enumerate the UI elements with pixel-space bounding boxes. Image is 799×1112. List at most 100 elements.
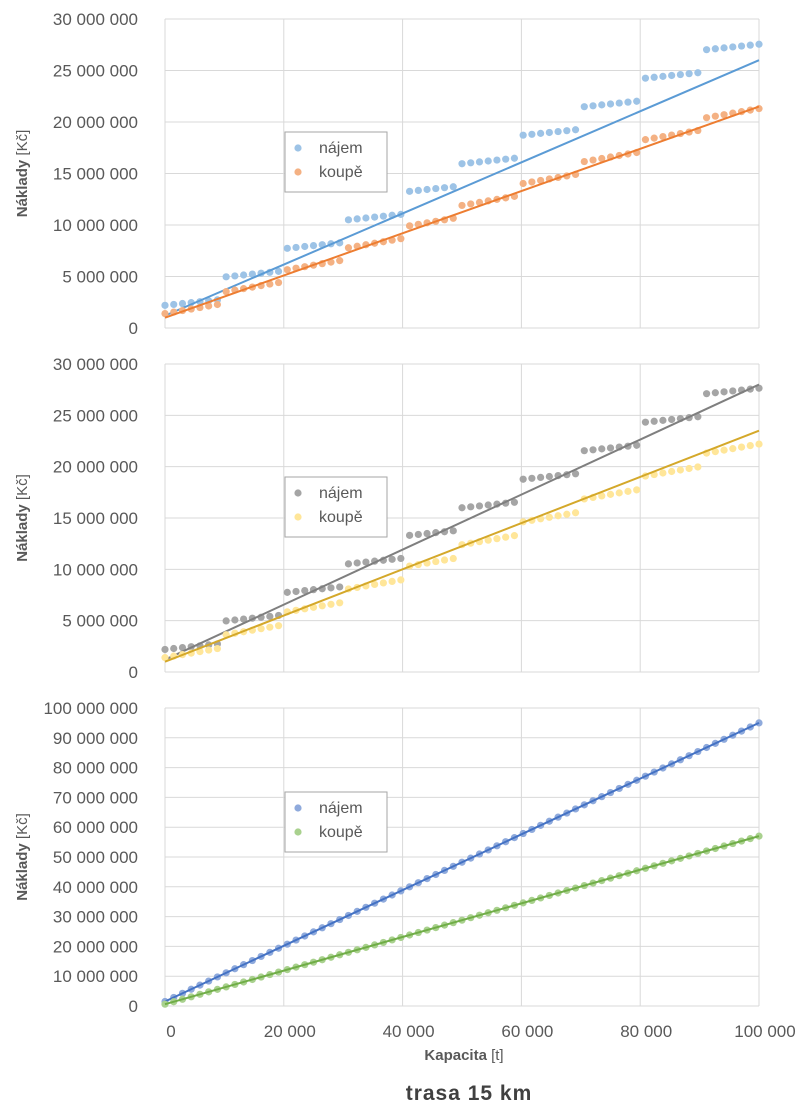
data-point bbox=[720, 388, 728, 396]
data-point bbox=[598, 154, 606, 163]
y-tick-label: 30 000 000 bbox=[53, 908, 138, 927]
legend-label: nájem bbox=[319, 800, 363, 817]
data-point bbox=[650, 417, 658, 425]
data-point bbox=[170, 644, 178, 653]
data-point bbox=[213, 644, 222, 653]
data-point bbox=[440, 184, 449, 192]
data-point bbox=[598, 101, 606, 109]
data-point bbox=[685, 70, 693, 78]
legend-label: nájem bbox=[319, 140, 363, 157]
data-point bbox=[668, 415, 676, 424]
data-point bbox=[746, 441, 754, 450]
legend-box bbox=[284, 791, 388, 853]
legend-box bbox=[284, 476, 388, 538]
data-point bbox=[554, 512, 562, 520]
data-point bbox=[545, 128, 553, 137]
data-point bbox=[676, 70, 684, 79]
data-point bbox=[161, 301, 169, 309]
data-point bbox=[641, 136, 650, 144]
trend-line bbox=[164, 105, 760, 319]
data-point bbox=[362, 558, 370, 566]
data-point bbox=[161, 645, 169, 654]
data-point bbox=[563, 510, 571, 518]
data-point bbox=[362, 214, 370, 222]
data-point bbox=[240, 615, 248, 623]
data-point bbox=[231, 616, 239, 624]
data-point bbox=[694, 69, 702, 77]
data-point bbox=[729, 387, 737, 395]
y-tick-label: 25 000 000 bbox=[53, 62, 138, 81]
data-point bbox=[309, 242, 318, 250]
data-point bbox=[659, 72, 667, 80]
legend-marker bbox=[294, 804, 302, 812]
data-point bbox=[571, 126, 580, 134]
y-tick-label: 80 000 000 bbox=[53, 759, 138, 778]
legend-label: nájem bbox=[319, 485, 363, 502]
data-point bbox=[502, 155, 510, 163]
data-point bbox=[336, 257, 344, 265]
series-0 bbox=[161, 719, 763, 1006]
data-point bbox=[537, 473, 545, 482]
data-point bbox=[205, 646, 213, 654]
data-point bbox=[545, 472, 553, 481]
data-point bbox=[397, 554, 405, 563]
data-point bbox=[274, 267, 283, 275]
data-point bbox=[432, 557, 440, 566]
data-point bbox=[318, 602, 326, 610]
y-tick-label: 25 000 000 bbox=[53, 406, 138, 425]
series-0 bbox=[161, 383, 763, 661]
data-point bbox=[720, 446, 728, 454]
data-point bbox=[301, 586, 309, 595]
data-point bbox=[388, 555, 396, 563]
trend-line bbox=[164, 59, 760, 317]
data-point bbox=[371, 213, 379, 221]
y-tick-label: 90 000 000 bbox=[53, 729, 138, 748]
data-point bbox=[702, 390, 711, 398]
data-point bbox=[711, 389, 719, 397]
data-point bbox=[467, 503, 475, 511]
data-point bbox=[746, 41, 754, 49]
legend-label: koupě bbox=[319, 509, 363, 526]
data-point bbox=[161, 1000, 169, 1008]
data-point bbox=[755, 105, 763, 113]
data-point bbox=[659, 469, 667, 477]
data-point bbox=[327, 600, 335, 608]
data-point bbox=[257, 625, 265, 633]
trend-line bbox=[164, 383, 760, 661]
data-point bbox=[720, 44, 728, 52]
legend-label: koupě bbox=[319, 164, 363, 181]
data-point bbox=[475, 198, 484, 207]
data-point bbox=[676, 466, 684, 474]
y-axis-title: Náklady [Kč] bbox=[14, 813, 31, 901]
data-point bbox=[222, 617, 230, 625]
data-point bbox=[510, 154, 519, 162]
data-point bbox=[571, 470, 580, 478]
x-axis-label: Kapacita [t] bbox=[424, 1047, 503, 1064]
data-point bbox=[161, 309, 169, 318]
data-point bbox=[353, 559, 361, 567]
data-point bbox=[702, 46, 711, 54]
y-tick-label: 10 000 000 bbox=[53, 967, 138, 986]
y-tick-label: 20 000 000 bbox=[53, 113, 138, 132]
y-tick-label: 0 bbox=[129, 997, 138, 1016]
y-tick-label: 5 000 000 bbox=[62, 268, 138, 287]
data-point bbox=[458, 160, 466, 168]
data-point bbox=[283, 266, 291, 274]
data-point bbox=[222, 273, 230, 281]
data-point bbox=[502, 533, 510, 541]
data-point bbox=[685, 464, 693, 473]
data-point bbox=[510, 498, 519, 506]
data-point bbox=[161, 654, 169, 662]
legend-marker bbox=[294, 168, 302, 176]
data-point bbox=[353, 215, 361, 223]
data-point bbox=[414, 186, 422, 195]
y-tick-label: 40 000 000 bbox=[53, 878, 138, 897]
data-point bbox=[336, 599, 344, 607]
data-point bbox=[405, 187, 414, 195]
y-tick-label: 50 000 000 bbox=[53, 848, 138, 867]
figure-caption: trasa 15 km bbox=[406, 1082, 532, 1105]
data-point bbox=[405, 531, 414, 539]
data-point bbox=[266, 623, 274, 631]
data-point bbox=[659, 416, 667, 424]
data-point bbox=[633, 97, 641, 105]
